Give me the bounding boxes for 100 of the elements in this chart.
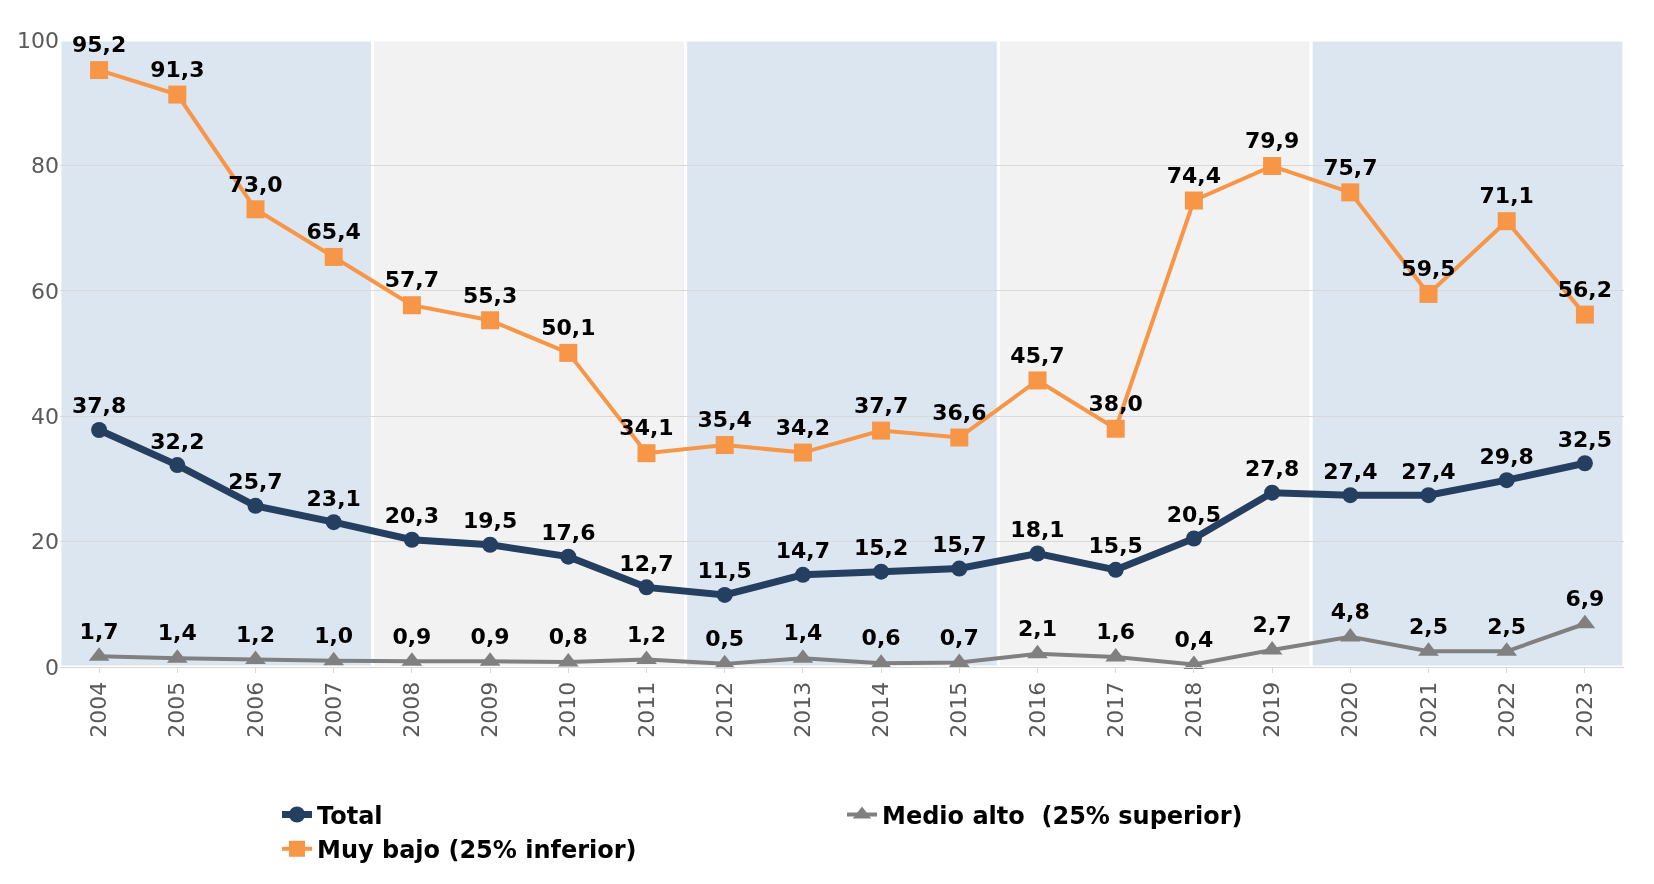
x-tick-label: 2016 bbox=[1024, 681, 1050, 738]
point bbox=[482, 536, 499, 553]
y-tick-label: 80 bbox=[31, 153, 59, 179]
data-label: 75,7 bbox=[1323, 154, 1378, 180]
point bbox=[402, 296, 421, 315]
data-label: 55,3 bbox=[462, 282, 518, 308]
data-label: 14,7 bbox=[775, 538, 831, 564]
point bbox=[872, 421, 891, 440]
data-label: 57,7 bbox=[384, 267, 440, 293]
x-tick-label: 2009 bbox=[477, 681, 503, 738]
data-label: 6,9 bbox=[1565, 585, 1605, 611]
data-label: 0,5 bbox=[705, 626, 745, 652]
data-label: 71,1 bbox=[1479, 183, 1534, 209]
x-tick-label: 2010 bbox=[555, 681, 581, 738]
y-tick-label: 20 bbox=[31, 529, 59, 555]
x-tick-label: 2004 bbox=[86, 681, 112, 738]
point bbox=[1184, 191, 1203, 210]
data-label: 17,6 bbox=[541, 520, 596, 546]
data-label: 0,9 bbox=[470, 623, 510, 649]
data-label: 37,8 bbox=[71, 393, 127, 419]
x-tick-label: 2006 bbox=[242, 681, 268, 738]
data-label: 65,4 bbox=[306, 219, 361, 245]
x-tick-label: 2022 bbox=[1493, 681, 1519, 738]
point bbox=[1420, 487, 1437, 504]
point bbox=[169, 457, 186, 474]
data-label: 20,5 bbox=[1166, 501, 1222, 527]
point bbox=[638, 579, 655, 596]
point bbox=[324, 247, 343, 266]
data-label: 12,7 bbox=[619, 550, 674, 576]
point bbox=[1027, 644, 1048, 659]
point bbox=[560, 548, 577, 565]
data-label: 20,3 bbox=[384, 503, 440, 529]
data-label: 1,4 bbox=[157, 620, 197, 646]
data-label: 2,5 bbox=[1487, 613, 1527, 639]
point bbox=[1264, 484, 1281, 501]
data-label: 1,4 bbox=[783, 620, 823, 646]
data-label: 79,9 bbox=[1244, 128, 1300, 154]
y-tick-label: 0 bbox=[45, 654, 59, 680]
data-label: 35,4 bbox=[697, 407, 752, 433]
data-label: 91,3 bbox=[150, 56, 205, 82]
point bbox=[247, 497, 264, 514]
data-label: 32,2 bbox=[150, 428, 205, 454]
data-label: 36,6 bbox=[932, 399, 987, 425]
legend-label: Muy bajo (25% inferior) bbox=[317, 836, 637, 865]
data-label: 0,4 bbox=[1174, 626, 1214, 652]
y-tick-label: 40 bbox=[31, 403, 59, 429]
data-label: 27,4 bbox=[1401, 458, 1456, 484]
point bbox=[873, 563, 890, 580]
data-label: 37,7 bbox=[853, 392, 909, 418]
data-label: 23,1 bbox=[306, 485, 361, 511]
data-label: 0,6 bbox=[861, 625, 901, 651]
data-label: 11,5 bbox=[697, 558, 752, 584]
x-tick-label: 2012 bbox=[711, 681, 737, 738]
y-tick-label: 100 bbox=[17, 27, 59, 53]
data-label: 27,4 bbox=[1323, 458, 1378, 484]
legend-label: Total bbox=[317, 801, 383, 830]
x-tick-label: 2019 bbox=[1259, 681, 1285, 738]
data-label: 29,8 bbox=[1479, 443, 1534, 469]
point bbox=[1028, 371, 1047, 390]
x-tick-label: 2014 bbox=[868, 681, 894, 738]
point bbox=[1498, 472, 1515, 489]
point bbox=[403, 531, 420, 548]
point bbox=[90, 61, 109, 80]
data-label: 15,7 bbox=[932, 532, 987, 558]
data-label: 2,5 bbox=[1409, 613, 1448, 639]
data-label: 15,2 bbox=[853, 535, 909, 561]
point bbox=[1029, 545, 1046, 562]
x-tick-label: 2017 bbox=[1102, 681, 1128, 738]
x-tick-label: 2020 bbox=[1337, 681, 1363, 738]
point bbox=[951, 560, 968, 577]
point bbox=[1106, 419, 1125, 438]
data-label: 32,5 bbox=[1557, 426, 1613, 452]
data-label: 18,1 bbox=[1010, 517, 1065, 543]
data-label: 1,7 bbox=[79, 618, 119, 644]
data-label: 4,8 bbox=[1330, 599, 1370, 625]
data-label: 1,2 bbox=[627, 621, 666, 647]
point bbox=[1185, 530, 1202, 547]
x-tick-label: 2007 bbox=[320, 681, 346, 738]
x-tick-label: 2011 bbox=[633, 681, 659, 738]
x-tick-label: 2023 bbox=[1572, 681, 1598, 738]
x-tick-label: 2018 bbox=[1181, 681, 1207, 738]
point bbox=[246, 200, 265, 219]
x-tick-label: 2005 bbox=[164, 681, 190, 738]
data-label: 25,7 bbox=[228, 469, 283, 495]
point bbox=[168, 85, 187, 104]
data-label: 45,7 bbox=[1010, 342, 1065, 368]
data-label: 1,6 bbox=[1096, 619, 1136, 645]
data-label: 0,7 bbox=[939, 624, 979, 650]
data-label: 15,5 bbox=[1088, 533, 1143, 559]
data-label: 1,2 bbox=[236, 621, 275, 647]
data-label: 1,0 bbox=[314, 622, 354, 648]
point bbox=[325, 514, 342, 531]
data-label: 74,4 bbox=[1166, 162, 1222, 188]
point bbox=[1341, 183, 1360, 202]
data-label: 27,8 bbox=[1244, 456, 1300, 482]
y-tick-label: 60 bbox=[31, 278, 59, 304]
point bbox=[91, 421, 108, 438]
point bbox=[1497, 212, 1516, 231]
point bbox=[1576, 455, 1593, 472]
point bbox=[715, 436, 734, 455]
